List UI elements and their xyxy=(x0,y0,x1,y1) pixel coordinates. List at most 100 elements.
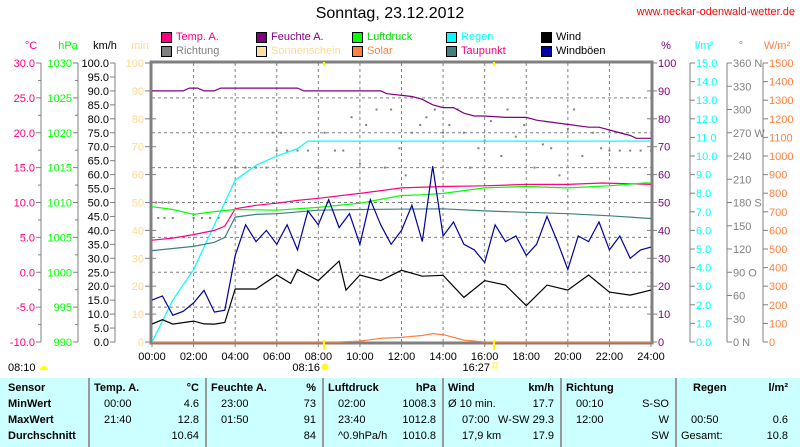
legend-label: Regen xyxy=(461,31,494,43)
axis-tick-label: 20.0 xyxy=(88,281,109,293)
axis-tick-label: 25.0 xyxy=(14,93,35,105)
axis-tick-label: 90 xyxy=(658,86,670,98)
axis-tick-label: 700 xyxy=(769,207,787,219)
axis-unit-pct: % xyxy=(661,40,671,52)
table-column-divider xyxy=(560,378,562,447)
table-column-divider xyxy=(88,378,90,447)
axis-tick-label: 15.0 xyxy=(88,295,109,307)
legend-item[interactable]: Feuchte A. xyxy=(256,31,324,43)
axis-tick-label: 1.0 xyxy=(696,318,711,330)
axis-unit-deg: ° xyxy=(739,40,743,52)
legend-swatch xyxy=(256,45,267,57)
direction-point xyxy=(448,124,451,126)
direction-point xyxy=(244,166,247,169)
sunrise-time: 08:16 xyxy=(292,362,320,374)
axis-tick-label: 330 xyxy=(733,81,751,93)
series-line-regen xyxy=(151,140,651,343)
direction-point xyxy=(398,147,401,150)
axis-tick-label: 15.0 xyxy=(14,163,35,175)
axis-tick-label: 200 xyxy=(769,300,787,312)
legend-item[interactable]: Wind xyxy=(541,31,581,43)
legend-item[interactable]: Taupunkt xyxy=(446,45,506,57)
legend-item[interactable]: Luftdruck xyxy=(352,31,412,43)
table-cell-value: 1010.8 xyxy=(402,430,436,442)
axis-tick-label: 30 xyxy=(132,253,144,265)
direction-point xyxy=(550,147,553,150)
legend-swatch xyxy=(352,31,363,43)
axis-tick-label: 40.0 xyxy=(88,225,109,237)
table-header-temp-a-: Temp. A. xyxy=(94,382,140,394)
axis-tick-label: 30.0 xyxy=(88,253,109,265)
axis-tick-label: 10.0 xyxy=(14,198,35,210)
legend-label: Feuchte A. xyxy=(271,31,324,43)
axis-tick-label: 990 xyxy=(54,337,72,349)
axis-tick-label: 70.0 xyxy=(88,142,109,154)
direction-point xyxy=(217,217,220,219)
direction-point xyxy=(600,147,603,150)
axis-tick-label: 7.0 xyxy=(696,207,711,219)
axis-tick-label: 45.0 xyxy=(88,211,109,223)
direction-point xyxy=(296,149,299,152)
direction-point xyxy=(275,149,278,152)
axis-unit-hpa: hPa xyxy=(58,40,78,52)
direction-point xyxy=(350,116,353,119)
axis-tick-label: 360 N xyxy=(733,58,762,70)
axis-tick-label: 995 xyxy=(54,302,72,314)
axis-tick-label: 50 xyxy=(132,198,144,210)
legend-item[interactable]: Richtung xyxy=(161,45,219,57)
direction-point xyxy=(306,149,309,152)
direction-point xyxy=(365,124,368,126)
table-cell-time: 02:00 xyxy=(338,398,366,410)
axis-tick-label: -5.0 xyxy=(16,302,35,314)
table-cell-value: 1008.3 xyxy=(402,398,436,410)
table-cell-value: 73 xyxy=(303,398,316,410)
table-header-unit: % xyxy=(306,382,316,394)
legend-item[interactable]: Regen xyxy=(446,31,493,43)
axis-tick-label: 20.0 xyxy=(14,128,35,140)
axis-tick-label: 6.0 xyxy=(696,225,711,237)
site-url[interactable]: www.neckar-odenwald-wetter.de xyxy=(636,6,795,18)
legend-item[interactable]: Windböen xyxy=(541,45,606,57)
direction-point xyxy=(419,124,422,126)
table-header-unit: °C xyxy=(186,382,199,394)
direction-point xyxy=(425,116,428,119)
axis-tick-label: 900 xyxy=(769,170,787,182)
axis-tick-label: 13.0 xyxy=(696,95,717,107)
legend-label: Temp. A. xyxy=(176,31,219,43)
axis-tick-label: 80 xyxy=(132,114,144,126)
table-cell-value: W-SW 29.3 xyxy=(497,414,554,426)
series-line-wind xyxy=(151,259,652,325)
axis-tick-label: 0.0 xyxy=(696,337,711,349)
legend-swatch xyxy=(541,31,552,43)
axis-tick-label: 1100 xyxy=(769,132,793,144)
legend-swatch xyxy=(352,45,363,57)
direction-point xyxy=(506,108,509,111)
table-header-feuchte-a-: Feuchte A. xyxy=(211,382,267,394)
x-tick-label: 24:00 xyxy=(637,351,665,363)
table-cell-value: 10.8 xyxy=(766,430,788,442)
legend-item[interactable]: Sonnenschein xyxy=(256,45,341,57)
axis-tick-label: 60 xyxy=(132,170,144,182)
table-header-unit: hPa xyxy=(415,382,436,394)
legend-item[interactable]: Solar xyxy=(352,45,393,57)
axis-tick-label: 20 xyxy=(132,281,144,293)
axis-unit-temp: °C xyxy=(25,40,37,52)
table-cell-value: 0.6 xyxy=(772,414,788,426)
axis-tick-label: 1000 xyxy=(769,151,793,163)
table-cell-time: 07:00 xyxy=(462,414,490,426)
direction-point xyxy=(192,217,195,219)
direction-point xyxy=(375,108,378,111)
legend-item[interactable]: Temp. A. xyxy=(161,31,219,43)
axis-tick-label: 1020 xyxy=(48,128,72,140)
chart-area: °C 30.0 25.0 20.0 15.0 10.0 5.0 0.0 -5.0 -10.0 hPa… xyxy=(8,40,793,374)
axis-tick-label: 0.0 xyxy=(20,267,35,279)
x-tick-label: 14:00 xyxy=(429,351,457,363)
sunset-time: 16:27 xyxy=(462,362,490,374)
legend-swatch xyxy=(541,45,552,57)
axis-tick-label: 300 xyxy=(733,105,751,117)
axis-tick-label: 180 S xyxy=(733,198,762,210)
series-line-feuchte-a- xyxy=(152,87,651,139)
axis-tick-label: 70 xyxy=(658,142,670,154)
table-column-divider xyxy=(205,378,207,447)
